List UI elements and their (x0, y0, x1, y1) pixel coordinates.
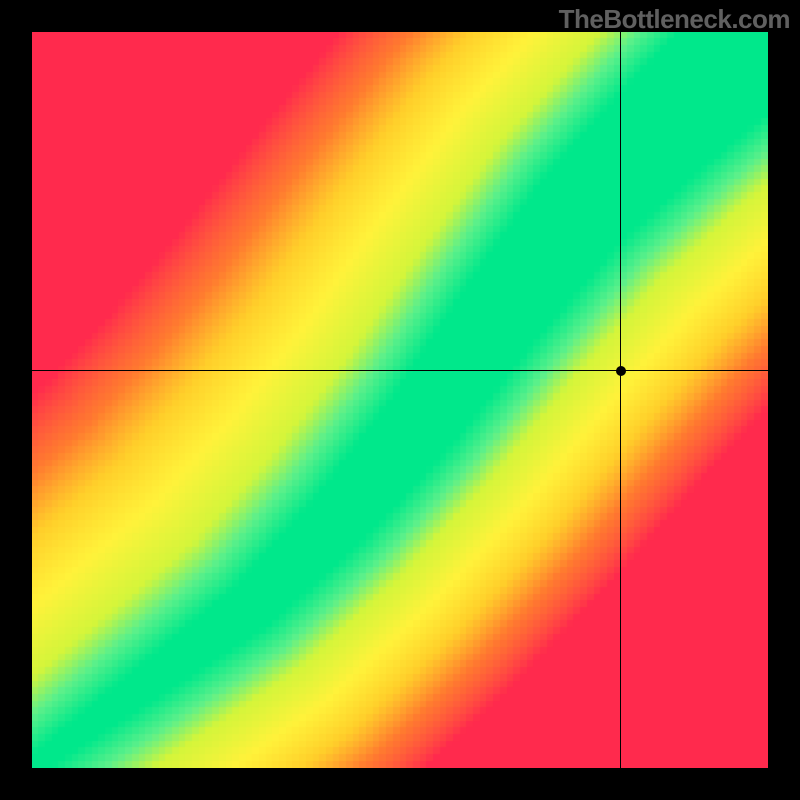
crosshair-vertical (620, 32, 621, 768)
crosshair-horizontal (32, 370, 768, 371)
crosshair-marker-dot (616, 366, 626, 376)
watermark-text: TheBottleneck.com (559, 4, 790, 35)
chart-container: TheBottleneck.com (0, 0, 800, 800)
gradient-heatmap (32, 32, 768, 768)
